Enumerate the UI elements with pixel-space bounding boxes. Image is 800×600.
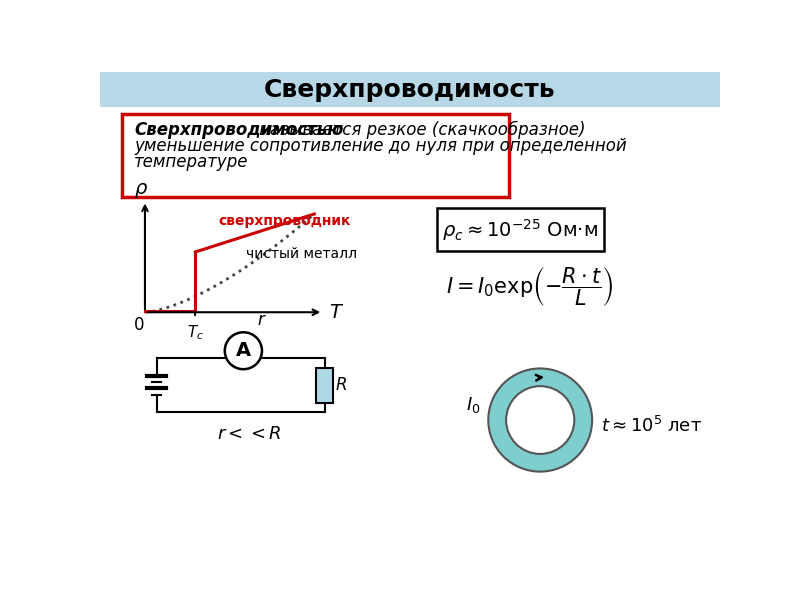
Text: $I_0$: $I_0$	[466, 395, 481, 415]
Text: чистый металл: чистый металл	[246, 247, 357, 261]
Circle shape	[225, 332, 262, 369]
Text: $\rho_c \approx 10^{-25}$ Ом·м: $\rho_c \approx 10^{-25}$ Ом·м	[442, 217, 598, 243]
FancyBboxPatch shape	[100, 72, 720, 107]
FancyBboxPatch shape	[122, 113, 509, 197]
FancyBboxPatch shape	[437, 208, 604, 251]
Text: температуре: температуре	[134, 153, 249, 171]
Text: сверхпроводник: сверхпроводник	[218, 214, 351, 227]
Text: $r << R$: $r << R$	[217, 425, 282, 443]
Text: Сверхпроводимостью: Сверхпроводимостью	[134, 121, 343, 139]
Text: Сверхпроводимость: Сверхпроводимость	[264, 78, 556, 102]
Text: $T_c$: $T_c$	[187, 323, 204, 342]
Text: 0: 0	[134, 316, 144, 334]
Text: T: T	[330, 303, 342, 322]
Circle shape	[506, 386, 574, 454]
Text: уменьшение сопротивление до нуля при определенной: уменьшение сопротивление до нуля при опр…	[134, 137, 626, 155]
Text: называется резкое (скачкообразное): называется резкое (скачкообразное)	[254, 121, 586, 139]
Bar	[316, 368, 334, 403]
Text: ρ: ρ	[135, 179, 147, 197]
Circle shape	[488, 368, 592, 472]
Text: R: R	[336, 376, 347, 394]
Text: $I = I_0 \exp\!\left(-\dfrac{R \cdot t}{L}\right)$: $I = I_0 \exp\!\left(-\dfrac{R \cdot t}{…	[446, 265, 614, 308]
Text: r: r	[257, 311, 264, 329]
Text: A: A	[236, 341, 251, 360]
Text: $t \approx 10^5$ лет: $t \approx 10^5$ лет	[602, 416, 702, 436]
